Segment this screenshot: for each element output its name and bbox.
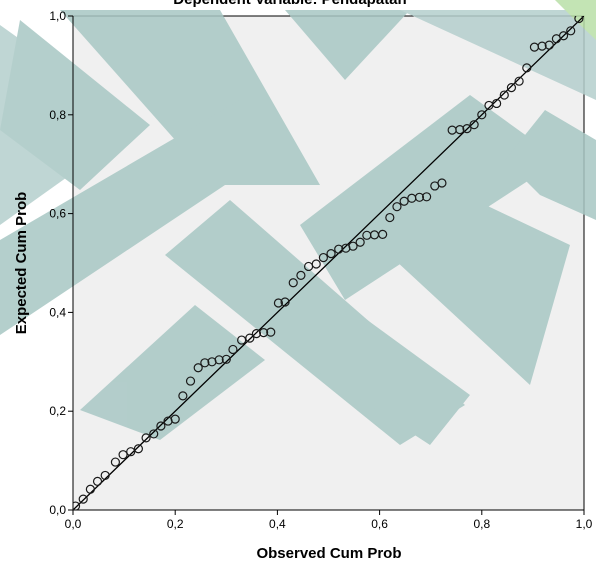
data-point (477, 110, 487, 120)
x-tick-label: 0,6 (371, 517, 388, 531)
data-point (110, 457, 121, 467)
y-axis-title: Expected Cum Prob (13, 192, 30, 335)
data-point (566, 26, 576, 36)
data-points (73, 16, 584, 510)
data-point (141, 433, 151, 443)
data-point (437, 178, 447, 188)
chart-title: Dependent Variable: Pendapatan (173, 0, 406, 8)
data-point (558, 31, 569, 41)
data-point (200, 358, 210, 368)
data-point (318, 252, 328, 263)
reference-line-group (73, 16, 584, 510)
data-point (245, 333, 255, 343)
data-point (348, 241, 358, 251)
x-tick-label: 0,0 (65, 517, 82, 531)
data-point (73, 501, 81, 510)
reference-line (73, 16, 584, 510)
data-point (118, 450, 128, 460)
data-point (399, 196, 409, 206)
data-point (185, 376, 196, 386)
y-tick-label: 0,4 (49, 305, 66, 319)
x-axis-title: Observed Cum Prob (256, 545, 401, 562)
data-point (522, 63, 532, 73)
y-tick-label: 1,0 (49, 9, 66, 23)
data-point (228, 344, 238, 355)
data-point (499, 90, 509, 100)
data-point (100, 470, 110, 481)
data-point (392, 202, 402, 212)
data-point (506, 83, 517, 93)
data-point (214, 355, 224, 365)
data-point (455, 125, 465, 135)
watermark-logo (0, 0, 596, 445)
axes (72, 16, 584, 511)
data-point (133, 444, 144, 454)
data-point (326, 249, 336, 259)
data-point (462, 124, 472, 134)
data-point (537, 41, 547, 51)
data-point (92, 476, 103, 486)
data-point (85, 484, 95, 494)
x-tick-label: 0,2 (167, 517, 184, 531)
data-point (178, 391, 188, 401)
data-point (259, 328, 269, 338)
x-tick-label: 0,4 (269, 517, 286, 531)
data-point (296, 270, 306, 280)
data-point (544, 40, 554, 50)
data-point (574, 16, 584, 24)
data-point (273, 298, 284, 308)
data-point (311, 259, 321, 269)
data-point (288, 278, 298, 288)
data-point (355, 237, 365, 247)
x-tick-label: 1,0 (576, 517, 593, 531)
data-point (266, 327, 276, 337)
data-point (492, 98, 502, 109)
x-tick-label: 0,8 (473, 517, 490, 531)
y-tick-label: 0,0 (49, 503, 66, 517)
data-point (280, 297, 290, 307)
data-point (251, 329, 262, 339)
data-point (149, 429, 159, 439)
data-point (378, 229, 388, 239)
data-point (469, 120, 479, 130)
data-point (78, 494, 88, 504)
data-point (170, 414, 180, 424)
data-point (221, 354, 231, 364)
data-point (385, 212, 395, 223)
ticks: 0,0 0,2 0,4 0,6 0,8 1,0 0,0 0,2 0,4 0,6 0,8 1,0 (49, 9, 592, 531)
data-point (334, 244, 344, 254)
y-tick-label: 0,8 (49, 108, 66, 122)
data-point (156, 421, 166, 431)
data-point (237, 335, 247, 345)
data-point (126, 447, 136, 457)
data-point (514, 76, 524, 86)
y-tick-label: 0,6 (49, 207, 66, 221)
y-tick-label: 0,2 (49, 404, 66, 418)
data-point (414, 192, 425, 202)
data-point (422, 192, 432, 202)
data-point (193, 363, 203, 373)
